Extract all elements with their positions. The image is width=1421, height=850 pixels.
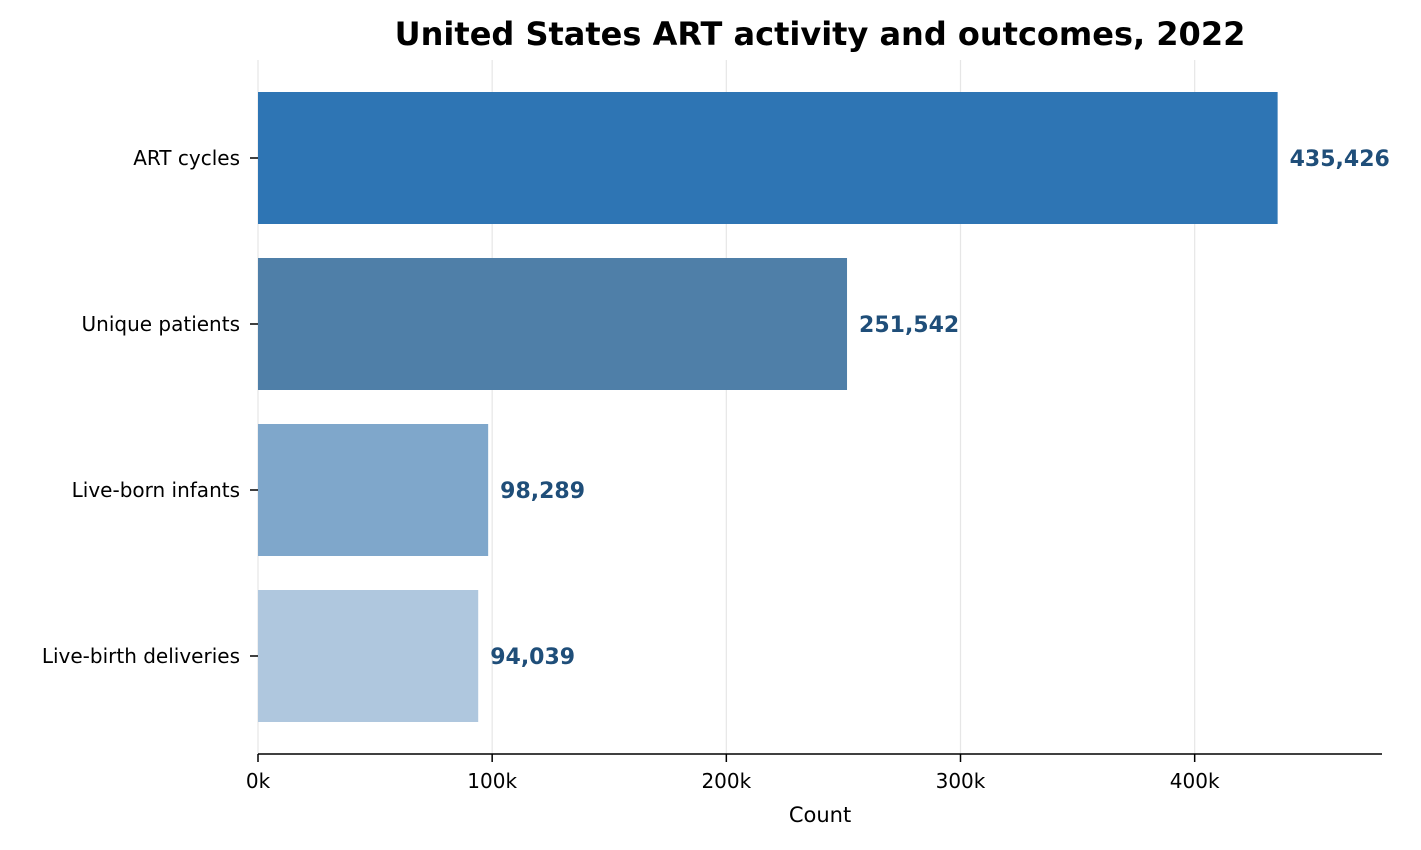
data-label: 94,039 [490,645,575,670]
bar [258,590,479,722]
x-tick-label: 100k [467,769,517,793]
x-tick-label: 200k [701,769,751,793]
y-tick-label: Unique patients [82,312,241,336]
y-tick-label: Live-birth deliveries [42,644,240,668]
bars: 435,426 251,542 98,289 94,039 [258,92,1390,722]
y-tick-label: Live-born infants [72,478,240,502]
data-label: 98,289 [500,479,585,504]
x-axis-label: Count [789,803,851,827]
bar [258,424,489,556]
x-tick-label: 300k [936,769,986,793]
data-label: 251,542 [859,313,959,338]
data-label: 435,426 [1290,147,1390,172]
bar [258,92,1278,224]
x-tick-label: 0k [246,769,271,793]
chart-title: United States ART activity and outcomes,… [395,15,1246,53]
bar [258,258,848,390]
y-tick-label: ART cycles [133,146,240,170]
x-tick-label: 400k [1170,769,1220,793]
axes: ART cycles Unique patients Live-born infan… [42,146,1382,793]
